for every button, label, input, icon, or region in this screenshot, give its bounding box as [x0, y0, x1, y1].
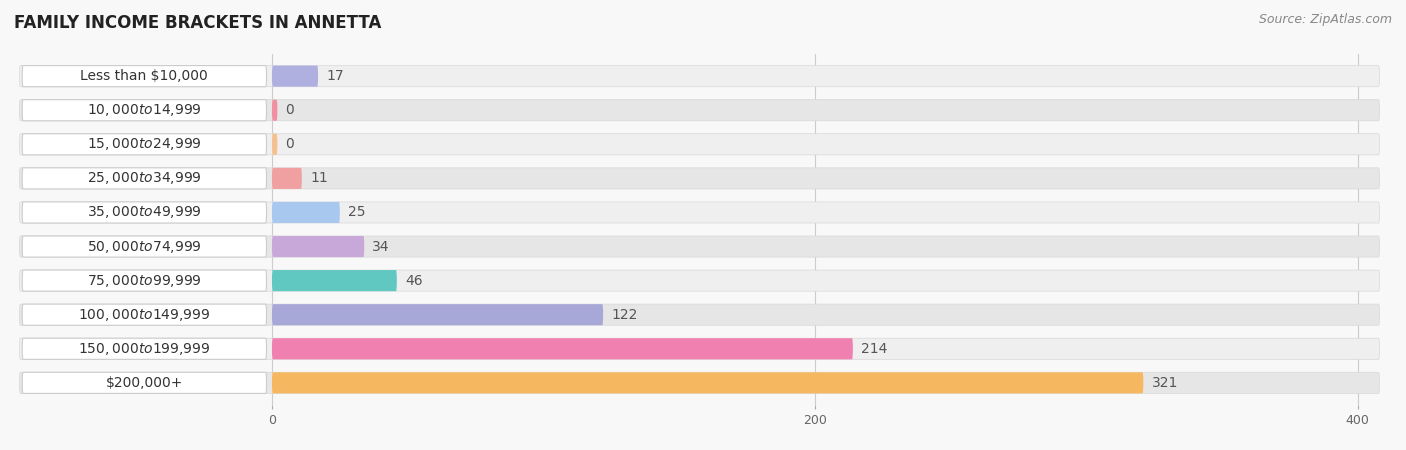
FancyBboxPatch shape	[271, 202, 340, 223]
FancyBboxPatch shape	[20, 202, 1379, 223]
Text: $75,000 to $99,999: $75,000 to $99,999	[87, 273, 201, 288]
Text: 0: 0	[285, 103, 294, 117]
FancyBboxPatch shape	[22, 270, 267, 291]
Text: Source: ZipAtlas.com: Source: ZipAtlas.com	[1258, 14, 1392, 27]
FancyBboxPatch shape	[22, 304, 267, 325]
Text: 46: 46	[405, 274, 423, 288]
FancyBboxPatch shape	[271, 134, 277, 155]
FancyBboxPatch shape	[20, 270, 1379, 291]
Text: $200,000+: $200,000+	[105, 376, 183, 390]
Text: Less than $10,000: Less than $10,000	[80, 69, 208, 83]
FancyBboxPatch shape	[22, 168, 267, 189]
Text: $150,000 to $199,999: $150,000 to $199,999	[79, 341, 211, 357]
FancyBboxPatch shape	[22, 99, 267, 121]
Text: 11: 11	[309, 171, 328, 185]
FancyBboxPatch shape	[22, 372, 267, 393]
FancyBboxPatch shape	[20, 66, 1379, 87]
FancyBboxPatch shape	[271, 168, 302, 189]
FancyBboxPatch shape	[20, 338, 1379, 360]
FancyBboxPatch shape	[22, 66, 267, 87]
FancyBboxPatch shape	[271, 66, 318, 87]
FancyBboxPatch shape	[22, 338, 267, 360]
Text: 34: 34	[373, 239, 389, 253]
FancyBboxPatch shape	[271, 372, 1143, 393]
Text: 0: 0	[285, 137, 294, 151]
Text: $100,000 to $149,999: $100,000 to $149,999	[79, 307, 211, 323]
FancyBboxPatch shape	[22, 134, 267, 155]
FancyBboxPatch shape	[20, 168, 1379, 189]
Text: $25,000 to $34,999: $25,000 to $34,999	[87, 171, 201, 186]
FancyBboxPatch shape	[22, 236, 267, 257]
Text: 214: 214	[860, 342, 887, 356]
Text: 122: 122	[612, 308, 638, 322]
Text: 25: 25	[347, 206, 366, 220]
FancyBboxPatch shape	[271, 99, 277, 121]
FancyBboxPatch shape	[271, 236, 364, 257]
FancyBboxPatch shape	[271, 304, 603, 325]
FancyBboxPatch shape	[22, 202, 267, 223]
Text: FAMILY INCOME BRACKETS IN ANNETTA: FAMILY INCOME BRACKETS IN ANNETTA	[14, 14, 381, 32]
FancyBboxPatch shape	[271, 270, 396, 291]
Text: 17: 17	[326, 69, 344, 83]
FancyBboxPatch shape	[20, 236, 1379, 257]
Text: $10,000 to $14,999: $10,000 to $14,999	[87, 102, 201, 118]
Text: $35,000 to $49,999: $35,000 to $49,999	[87, 204, 201, 220]
FancyBboxPatch shape	[20, 99, 1379, 121]
Text: $50,000 to $74,999: $50,000 to $74,999	[87, 238, 201, 255]
Text: 321: 321	[1152, 376, 1178, 390]
Text: $15,000 to $24,999: $15,000 to $24,999	[87, 136, 201, 152]
FancyBboxPatch shape	[271, 338, 853, 360]
FancyBboxPatch shape	[20, 134, 1379, 155]
FancyBboxPatch shape	[20, 372, 1379, 393]
FancyBboxPatch shape	[20, 304, 1379, 325]
